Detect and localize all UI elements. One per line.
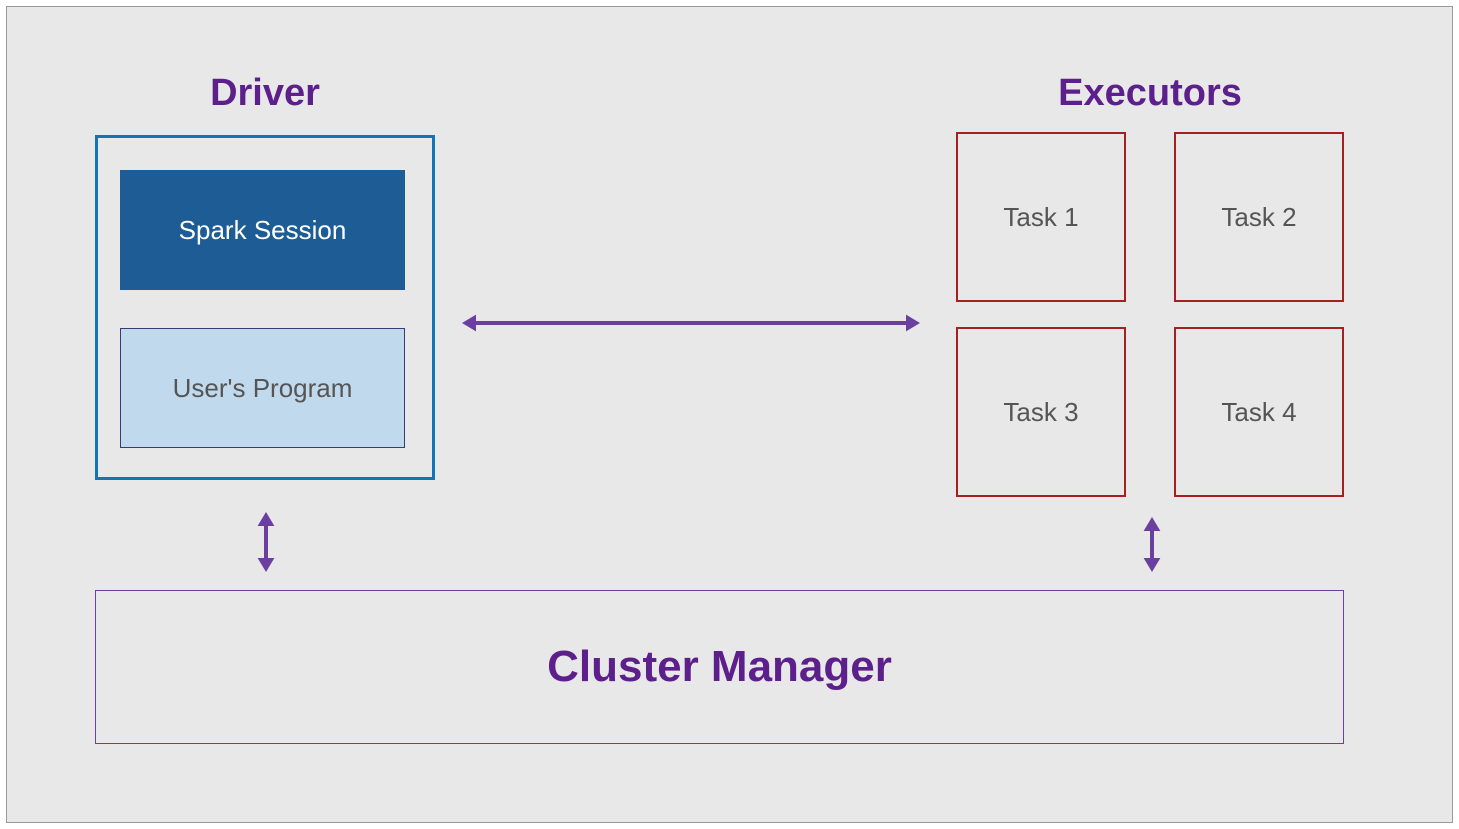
cluster-manager-box: Cluster Manager bbox=[95, 590, 1344, 744]
task-label-2: Task 2 bbox=[1221, 202, 1296, 233]
arrow-executors-cluster bbox=[1124, 489, 1180, 600]
spark-session-label: Spark Session bbox=[179, 215, 347, 246]
driver-title: Driver bbox=[95, 72, 435, 115]
arrow-driver-executors bbox=[434, 295, 948, 351]
task-label-3: Task 3 bbox=[1003, 397, 1078, 428]
task-label-1: Task 1 bbox=[1003, 202, 1078, 233]
task-box-1: Task 1 bbox=[956, 132, 1126, 302]
executors-title: Executors bbox=[950, 72, 1350, 115]
task-box-4: Task 4 bbox=[1174, 327, 1344, 497]
cluster-manager-label: Cluster Manager bbox=[547, 642, 892, 692]
spark-session-box: Spark Session bbox=[120, 170, 405, 290]
arrow-driver-cluster bbox=[238, 484, 294, 600]
task-label-4: Task 4 bbox=[1221, 397, 1296, 428]
user-program-label: User's Program bbox=[173, 373, 353, 404]
task-box-2: Task 2 bbox=[1174, 132, 1344, 302]
task-box-3: Task 3 bbox=[956, 327, 1126, 497]
user-program-box: User's Program bbox=[120, 328, 405, 448]
